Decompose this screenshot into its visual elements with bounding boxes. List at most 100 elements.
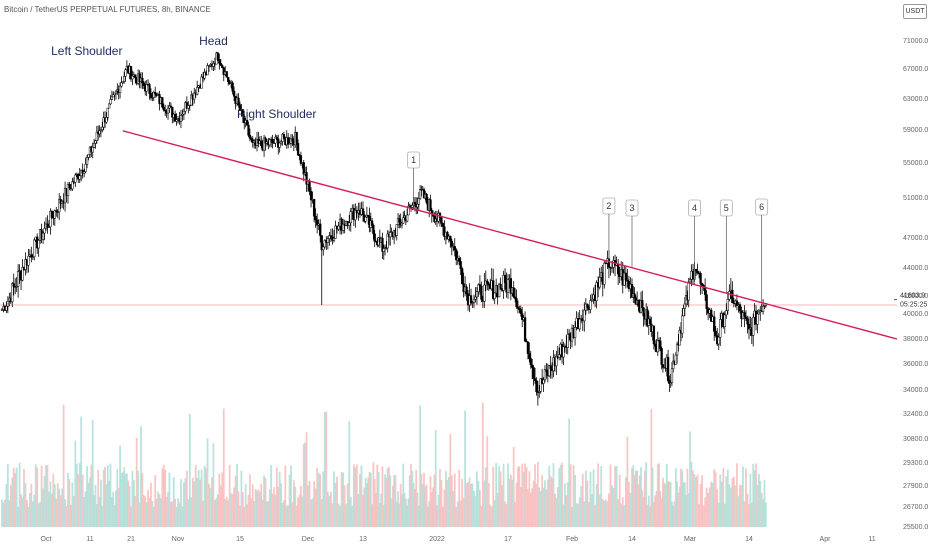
candle-body — [752, 317, 755, 336]
candle-body — [652, 325, 656, 345]
volume-bar — [4, 499, 6, 527]
candle-body — [312, 199, 316, 217]
volume-bar — [36, 467, 39, 527]
candle-body — [68, 184, 71, 189]
volume-bar — [529, 492, 532, 527]
volume-bar — [420, 473, 423, 527]
volume-bar — [52, 473, 55, 527]
candle-body — [95, 131, 98, 141]
volume-bar — [705, 487, 708, 527]
volume-bar — [363, 487, 366, 527]
volume-bar — [12, 467, 15, 527]
candle-body — [216, 52, 220, 60]
volume-bar — [197, 470, 200, 527]
volume-bar — [561, 462, 563, 527]
candle-body — [171, 106, 174, 118]
x-tick-label: 11 — [868, 536, 875, 543]
volume-bar — [713, 469, 716, 527]
candle-body — [12, 283, 15, 287]
volume-bar — [626, 436, 629, 527]
candle-body — [529, 358, 532, 366]
candle-body — [190, 94, 193, 106]
volume-bar — [612, 487, 615, 527]
candle-body — [603, 262, 606, 285]
volume-bar — [595, 484, 598, 527]
volume-bar — [519, 487, 522, 527]
volume-bar — [251, 484, 254, 527]
volume-bar — [395, 501, 398, 527]
volume-bar — [631, 467, 633, 527]
volume-bar — [452, 490, 455, 527]
volume-bar — [72, 495, 75, 527]
volume-bar — [254, 489, 257, 527]
candle-body — [763, 305, 766, 307]
candle-body — [726, 299, 729, 311]
y-tick-label: 44000.0 — [903, 265, 928, 272]
candle-body — [441, 223, 445, 227]
candle-body — [113, 92, 116, 95]
volume-bar — [682, 481, 685, 527]
candle-body — [528, 353, 531, 359]
volume-bar — [291, 502, 294, 527]
volume-bar — [641, 490, 644, 527]
volume-bar — [144, 496, 147, 527]
candle-body — [274, 136, 277, 144]
touch-label: 6 — [759, 202, 764, 212]
volume-bar — [65, 505, 68, 527]
candle-body — [661, 364, 665, 368]
y-tick-label: 36000.0 — [903, 361, 928, 368]
volume-bar — [489, 505, 492, 527]
volume-bar — [87, 482, 90, 527]
volume-bar — [8, 500, 11, 527]
volume-bar — [501, 485, 503, 527]
candle-body — [174, 114, 177, 122]
candle-body — [241, 109, 244, 117]
volume-bar — [465, 482, 468, 527]
candle-body — [114, 91, 118, 94]
volume-bar — [310, 499, 312, 527]
volume-bar — [270, 464, 273, 527]
x-tick-label: 11 — [86, 536, 93, 543]
volume-bar — [638, 475, 641, 527]
candle-body — [486, 280, 489, 284]
volume-bar — [351, 505, 354, 527]
currency-button[interactable]: USDT — [903, 4, 927, 19]
volume-bar — [481, 402, 484, 527]
candle-body — [302, 162, 305, 175]
volume-bar — [419, 405, 422, 527]
volume-bar — [137, 470, 140, 527]
volume-bar — [135, 437, 138, 527]
volume-bar — [285, 505, 288, 527]
candle-body — [295, 131, 298, 144]
volume-bar — [603, 500, 606, 527]
candle-body — [483, 284, 486, 302]
volume-bar — [404, 498, 407, 527]
volume-bar — [719, 474, 722, 527]
volume-bar — [600, 466, 603, 527]
candle-body — [66, 184, 70, 196]
volume-bar — [203, 465, 206, 527]
volume-bar — [275, 467, 278, 527]
volume-bar — [583, 501, 586, 527]
volume-bar — [753, 470, 756, 527]
volume-bar — [640, 467, 642, 527]
candle-body — [675, 343, 679, 356]
volume-bar — [752, 463, 755, 527]
volume-bar — [407, 498, 410, 527]
volume-bar — [311, 498, 314, 527]
volume-bar — [403, 492, 406, 527]
candle-body — [145, 84, 148, 92]
volume-bar — [433, 474, 436, 527]
candle-body — [641, 300, 644, 308]
volume-bar — [667, 481, 669, 527]
candle-body — [120, 82, 123, 87]
volume-bar — [250, 498, 253, 527]
volume-bar — [408, 475, 411, 527]
volume-bar — [206, 438, 209, 527]
volume-bar — [574, 474, 576, 527]
volume-bar — [710, 481, 713, 527]
pattern-annotation: Right Shoulder — [237, 107, 316, 121]
volume-bar — [155, 498, 158, 527]
volume-bar — [348, 421, 351, 527]
